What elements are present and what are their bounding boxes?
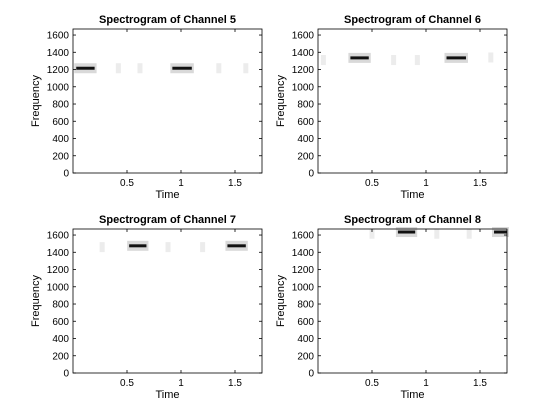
subplot-1: 0 200 400 600 800 1000 1200 1400 1600 0.5 1 1.5 Spec…: [30, 14, 263, 201]
energy-segment: [350, 56, 369, 60]
faint-speckle: [391, 55, 397, 66]
y-tick-label: 600: [52, 117, 69, 128]
y-tick-label: 600: [297, 117, 314, 128]
y-tick-label: 1400: [292, 248, 315, 259]
x-tick-label: 1: [178, 178, 184, 189]
y-tick-label: 1600: [292, 231, 315, 242]
subplot-title: Spectrogram of Channel 5: [99, 14, 236, 26]
faint-speckle: [243, 63, 249, 74]
y-tick-label: 800: [297, 300, 314, 311]
x-axis-label: Time: [155, 189, 179, 201]
y-tick-label: 0: [63, 169, 69, 180]
faint-speckle: [369, 228, 375, 239]
faint-speckle: [115, 63, 121, 74]
y-tick-label: 1200: [292, 265, 315, 276]
y-tick-label: 200: [52, 151, 69, 162]
x-axis-label: Time: [155, 389, 179, 401]
y-tick-label: 1200: [47, 65, 70, 76]
faint-speckle: [414, 55, 420, 66]
faint-speckle: [434, 228, 440, 239]
faint-speckle: [216, 63, 222, 74]
axes-frame: [317, 228, 508, 374]
x-tick-label: 1.5: [228, 178, 242, 189]
x-tick-label: 1: [423, 378, 429, 389]
y-tick-label: 400: [297, 134, 314, 145]
plot-area: [73, 29, 262, 173]
y-tick-label: 1200: [292, 65, 315, 76]
y-axis-label: Frequency: [30, 275, 42, 327]
y-tick-label: 400: [297, 334, 314, 345]
axes-frame: [72, 28, 263, 174]
y-tick-label: 1000: [47, 82, 70, 93]
y-tick-label: 1600: [47, 231, 70, 242]
y-tick-label: 1400: [292, 48, 315, 59]
y-tick-label: 0: [308, 369, 314, 380]
subplot-title: Spectrogram of Channel 7: [99, 214, 236, 226]
faint-speckle: [200, 242, 206, 253]
energy-segment: [227, 244, 246, 248]
faint-speckle: [99, 242, 105, 253]
plot-area: [318, 29, 507, 173]
y-tick-label: 800: [52, 300, 69, 311]
y-tick-label: 600: [297, 317, 314, 328]
y-tick-label: 1600: [47, 31, 70, 42]
y-axis-label: Frequency: [275, 275, 287, 327]
y-axis-label: Frequency: [30, 75, 42, 127]
y-tick-label: 1000: [292, 282, 315, 293]
y-tick-label: 200: [297, 151, 314, 162]
x-tick-label: 0.5: [120, 378, 134, 389]
y-tick-label: 1000: [47, 282, 70, 293]
x-tick-label: 0.5: [365, 178, 379, 189]
y-tick-label: 1600: [292, 31, 315, 42]
energy-segment: [129, 244, 147, 248]
axes-frame: [72, 228, 263, 374]
faint-speckle: [137, 63, 143, 74]
axes-frame: [317, 28, 508, 174]
y-tick-label: 200: [297, 351, 314, 362]
energy-segment: [446, 56, 466, 60]
x-tick-label: 1: [423, 178, 429, 189]
y-tick-label: 0: [308, 169, 314, 180]
y-tick-label: 400: [52, 334, 69, 345]
y-tick-label: 600: [52, 317, 69, 328]
y-tick-label: 1400: [47, 248, 70, 259]
y-tick-label: 800: [52, 100, 69, 111]
y-axis-label: Frequency: [275, 75, 287, 127]
subplot-4: 0 200 400 600 800 1000 1200 1400 1600 0.5 1 1.5 Spec…: [275, 214, 509, 401]
faint-speckle: [165, 242, 171, 253]
y-tick-label: 0: [63, 369, 69, 380]
x-tick-label: 1: [178, 378, 184, 389]
x-tick-label: 0.5: [365, 378, 379, 389]
x-tick-label: 0.5: [120, 178, 134, 189]
energy-segment: [76, 66, 95, 70]
subplot-3: 0 200 400 600 800 1000 1200 1400 1600 0.5 1 1.5 Spec…: [30, 214, 263, 401]
subplot-title: Spectrogram of Channel 8: [344, 214, 481, 226]
faint-speckle: [320, 55, 326, 66]
x-tick-label: 1.5: [473, 178, 487, 189]
subplot-2: 0 200 400 600 800 1000 1200 1400 1600 0.5 1 1.5 Spec…: [275, 14, 508, 201]
x-tick-label: 1.5: [473, 378, 487, 389]
y-tick-label: 1000: [292, 82, 315, 93]
faint-speckle: [488, 52, 494, 63]
plot-area: [318, 229, 507, 373]
energy-segment: [172, 66, 192, 70]
y-tick-label: 1400: [47, 48, 70, 59]
faint-speckle: [466, 228, 472, 239]
subplot-title: Spectrogram of Channel 6: [344, 14, 481, 26]
y-tick-label: 800: [297, 100, 314, 111]
y-tick-label: 1200: [47, 265, 70, 276]
x-axis-label: Time: [400, 389, 424, 401]
plot-area: [73, 229, 262, 373]
energy-segment: [494, 230, 507, 234]
y-tick-label: 400: [52, 134, 69, 145]
energy-segment: [397, 230, 416, 234]
x-tick-label: 1.5: [228, 378, 242, 389]
x-axis-label: Time: [400, 189, 424, 201]
y-tick-label: 200: [52, 351, 69, 362]
